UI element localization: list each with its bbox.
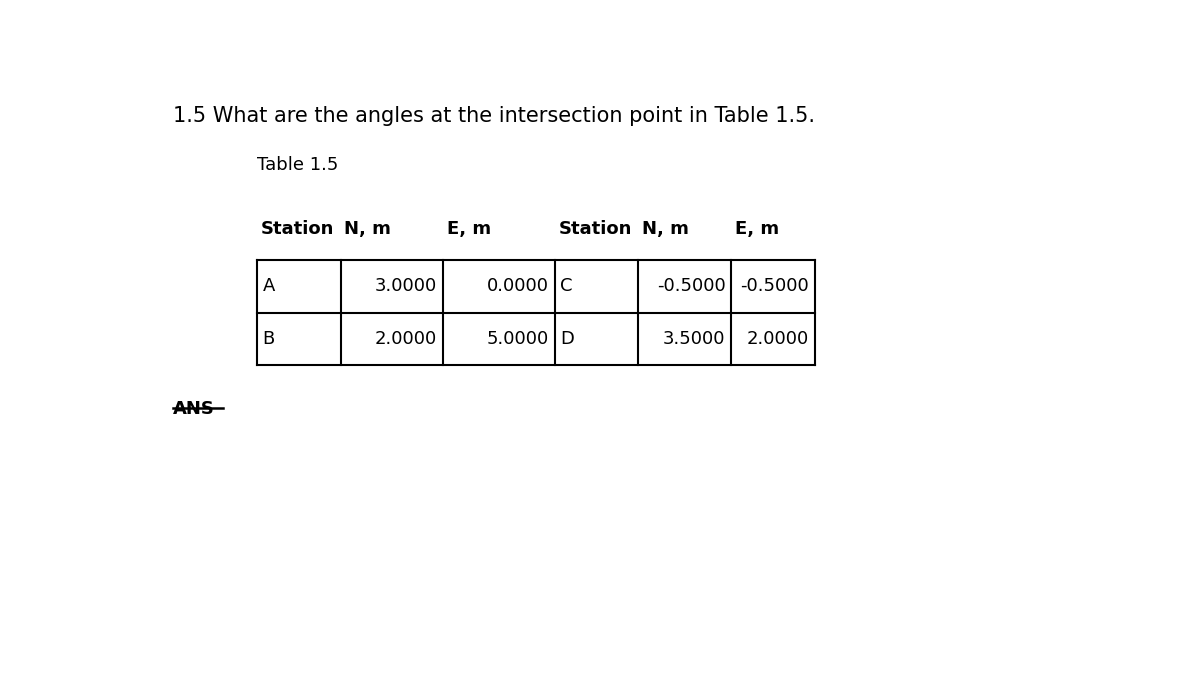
Text: 0.0000: 0.0000 xyxy=(487,277,548,295)
Text: D: D xyxy=(560,330,574,348)
Text: -0.5000: -0.5000 xyxy=(740,277,809,295)
Text: 3.5000: 3.5000 xyxy=(664,330,726,348)
Text: ANS: ANS xyxy=(173,400,215,418)
Text: 3.0000: 3.0000 xyxy=(376,277,437,295)
Text: Station: Station xyxy=(260,220,334,238)
Text: B: B xyxy=(263,330,275,348)
Text: C: C xyxy=(560,277,572,295)
Text: Table 1.5: Table 1.5 xyxy=(257,157,338,174)
Text: N, m: N, m xyxy=(642,220,689,238)
Text: A: A xyxy=(263,277,275,295)
Text: 5.0000: 5.0000 xyxy=(487,330,548,348)
Text: 1.5 What are the angles at the intersection point in Table 1.5.: 1.5 What are the angles at the intersect… xyxy=(173,106,815,126)
Text: Station: Station xyxy=(558,220,631,238)
Text: E, m: E, m xyxy=(446,220,491,238)
Text: 2.0000: 2.0000 xyxy=(748,330,809,348)
Text: -0.5000: -0.5000 xyxy=(656,277,726,295)
Text: N, m: N, m xyxy=(344,220,391,238)
Text: 2.0000: 2.0000 xyxy=(376,330,437,348)
Text: E, m: E, m xyxy=(734,220,779,238)
